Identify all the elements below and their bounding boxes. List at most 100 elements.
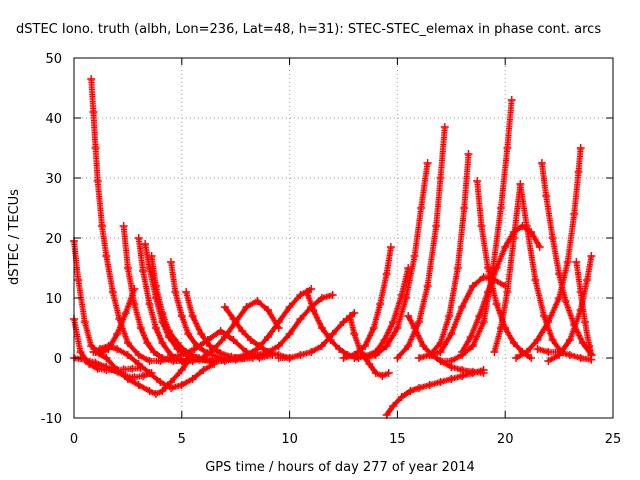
data-point — [145, 300, 154, 308]
data-point — [158, 387, 167, 395]
data-point — [171, 288, 180, 296]
data-point — [264, 348, 272, 356]
data-point — [503, 144, 512, 152]
data-point — [326, 336, 335, 344]
data-point — [537, 159, 546, 167]
arc-series — [473, 177, 536, 362]
data-point — [130, 300, 139, 308]
data-point — [365, 360, 374, 368]
data-point — [158, 309, 167, 317]
data-point — [98, 222, 106, 230]
arc-series — [274, 309, 359, 362]
data-point — [339, 318, 348, 326]
x-tick-label: 10 — [281, 432, 298, 447]
data-point — [156, 378, 165, 386]
data-point — [238, 327, 247, 335]
arc-series — [490, 180, 566, 356]
arc-series — [91, 348, 197, 398]
data-point — [242, 351, 251, 359]
data-point — [177, 366, 186, 374]
data-point — [535, 243, 544, 251]
data-point — [544, 348, 553, 356]
data-point — [216, 327, 225, 335]
data-point — [479, 318, 488, 326]
data-point — [91, 144, 100, 152]
data-point — [447, 375, 456, 383]
data-point — [415, 384, 423, 392]
data-point — [145, 369, 154, 377]
data-point — [436, 357, 445, 365]
data-point — [509, 234, 518, 242]
data-point — [445, 312, 454, 320]
data-point — [496, 204, 505, 212]
data-point — [87, 342, 96, 350]
arc-series — [544, 252, 596, 365]
data-point — [533, 336, 542, 344]
data-point — [242, 303, 251, 311]
data-point — [440, 123, 449, 131]
data-point — [458, 366, 467, 374]
data-point — [102, 354, 111, 362]
y-tick-label: 30 — [45, 172, 62, 187]
data-point — [227, 352, 236, 361]
data-point — [371, 351, 380, 359]
data-point — [121, 309, 130, 317]
data-point — [468, 342, 477, 350]
data-point — [447, 357, 456, 365]
data-point — [436, 339, 445, 347]
data-point — [458, 351, 467, 359]
data-point — [167, 378, 175, 386]
data-point — [285, 354, 294, 362]
x-tick-label: 25 — [605, 432, 622, 447]
arc-series — [134, 234, 208, 365]
data-point — [339, 354, 348, 362]
data-point — [229, 336, 238, 344]
data-point — [231, 354, 240, 362]
data-point — [436, 348, 445, 356]
data-point — [199, 366, 208, 374]
data-point — [464, 150, 473, 158]
data-point — [512, 354, 520, 362]
data-point — [380, 336, 389, 344]
data-point — [102, 363, 111, 371]
data-point — [503, 288, 512, 296]
data-point — [151, 324, 160, 332]
data-point — [544, 318, 553, 326]
data-point — [205, 342, 214, 350]
data-point — [376, 300, 385, 308]
data-point — [302, 288, 311, 296]
data-point — [296, 315, 305, 323]
data-point — [151, 390, 160, 398]
data-point — [509, 339, 518, 347]
data-point — [492, 300, 501, 308]
data-point — [540, 312, 548, 320]
arc-series — [436, 96, 516, 365]
data-point — [570, 210, 579, 218]
data-point — [576, 354, 585, 362]
data-point — [436, 174, 445, 182]
data-point — [139, 267, 147, 275]
data-point — [576, 144, 585, 152]
data-point — [531, 276, 540, 284]
data-point — [123, 264, 132, 272]
y-tick-label: 0 — [54, 352, 62, 367]
data-point — [468, 367, 477, 376]
data-point — [479, 273, 488, 281]
data-point — [415, 318, 423, 326]
data-point — [188, 375, 197, 383]
arc-series — [393, 123, 449, 362]
data-point — [350, 309, 359, 317]
data-point — [574, 168, 583, 176]
data-point — [113, 366, 122, 374]
data-point — [134, 360, 143, 368]
data-point — [253, 297, 262, 305]
data-point — [458, 303, 467, 311]
data-point — [578, 339, 587, 347]
data-point — [406, 387, 415, 395]
data-point — [188, 312, 197, 320]
data-point — [382, 270, 391, 278]
data-point — [346, 312, 354, 320]
data-point — [246, 336, 255, 344]
